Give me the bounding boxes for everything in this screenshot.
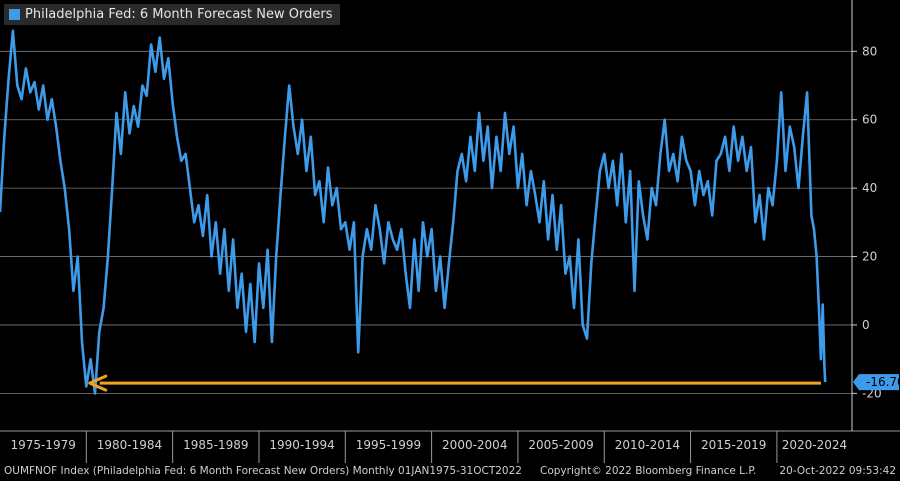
y-tick-label: 60 (862, 113, 877, 127)
x-tick-label: 1995-1999 (356, 438, 421, 452)
legend: Philadelphia Fed: 6 Month Forecast New O… (4, 4, 340, 25)
annotation-layer: -16.70 (88, 374, 900, 392)
y-tick-label: 40 (862, 181, 877, 195)
x-tick-label: 2015-2019 (701, 438, 766, 452)
x-tick-label: 1975-1979 (10, 438, 75, 452)
line-chart: 1975-1979 1980-1984 1985-1989 1990-1994 1995… (0, 0, 900, 463)
last-value-label: -16.70 (866, 375, 900, 389)
x-tick-label: 1980-1984 (97, 438, 162, 452)
x-tick-label: 2020-2024 (782, 438, 847, 452)
y-tick-label: 20 (862, 250, 877, 264)
footer-timestamp: 20-Oct-2022 09:53:42 (779, 465, 896, 477)
legend-label: Philadelphia Fed: 6 Month Forecast New O… (25, 7, 333, 22)
x-tick-label: 2005-2009 (528, 438, 593, 452)
y-tick-label: 80 (862, 44, 877, 58)
footer: OUMFNOF Index (Philadelphia Fed: 6 Month… (0, 463, 900, 481)
x-tick-label: 2000-2004 (442, 438, 507, 452)
x-tick-label: 1990-1994 (269, 438, 334, 452)
annotation-arrow-head (88, 374, 108, 392)
x-tick-label: 1985-1989 (183, 438, 248, 452)
y-tick-label: 0 (862, 318, 870, 332)
x-tick-label: 2010-2014 (615, 438, 680, 452)
footer-copyright: Copyright© 2022 Bloomberg Finance L.P. (540, 465, 757, 477)
series-layer (0, 29, 827, 395)
footer-source: OUMFNOF Index (Philadelphia Fed: 6 Month… (4, 465, 522, 477)
series-line (0, 29, 827, 395)
last-value-badge (853, 374, 899, 391)
x-axis: 1975-1979 1980-1984 1985-1989 1990-1994 1995… (0, 430, 900, 463)
legend-swatch (9, 9, 20, 20)
